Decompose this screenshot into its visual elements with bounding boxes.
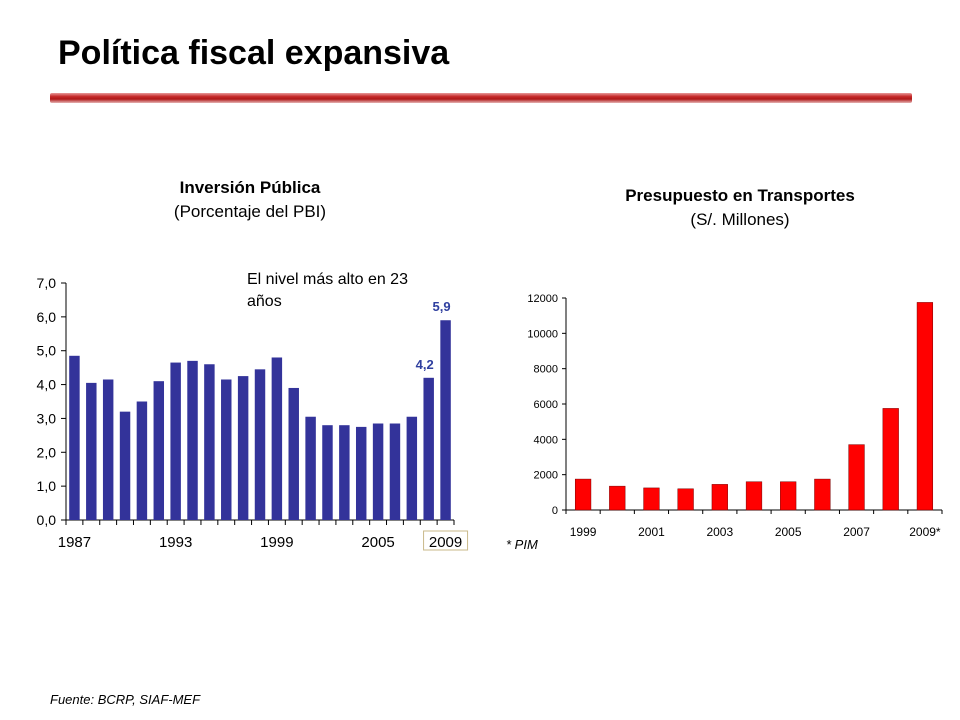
transportes-bar-2000 <box>609 485 626 511</box>
transportes-x-tick-label: 2003 <box>706 525 733 539</box>
inversion-y-tick-label: 0,0 <box>37 512 57 528</box>
inversion-bar-2004 <box>355 426 367 520</box>
inversion-bar-2001 <box>305 416 316 520</box>
inversion-bar-2002 <box>322 425 333 520</box>
inversion-x-label-box <box>423 530 469 551</box>
inversion-y-tick-label: 2,0 <box>37 444 57 460</box>
transportes-y-tick-label: 2000 <box>534 470 558 482</box>
transportes-x-tick-label: 2007 <box>843 525 870 539</box>
inversion-x-tick-label: 1987 <box>58 534 91 551</box>
transportes-y-tick-label: 0 <box>552 505 558 517</box>
inversion-y-tick-label: 6,0 <box>37 309 57 325</box>
transportes-bar-2007 <box>848 444 865 511</box>
inversion-bar-1992 <box>153 381 165 520</box>
slide-title: Política fiscal expansiva <box>58 34 450 72</box>
inversion-bar-2009 <box>440 320 451 520</box>
inversion-y-tick-label: 7,0 <box>37 275 57 291</box>
transportes-x-tick-label: 2009* <box>909 525 941 539</box>
inversion-bar-2008 <box>423 377 434 520</box>
inversion-annotation: El nivel más alto en 23 años <box>247 271 408 310</box>
transportes-x-tick-label: 2005 <box>775 525 802 539</box>
transportes-bar-1999 <box>574 478 592 511</box>
inversion-bar-1999 <box>271 357 283 520</box>
inversion-bar-1996 <box>221 379 232 520</box>
transportes-y-tick-label: 8000 <box>534 364 558 376</box>
inversion-bar-1987 <box>69 355 80 520</box>
transportes-chart-title: Presupuesto en Transportes <box>625 186 855 205</box>
inversion-y-tick-label: 3,0 <box>37 410 57 426</box>
inversion-bar-1990 <box>119 411 131 520</box>
inversion-bar-2007 <box>406 416 418 520</box>
transportes-chart-heading: Presupuesto en Transportes (S/. Millones… <box>580 184 900 232</box>
transportes-bar-2009 <box>916 302 934 511</box>
inversion-y-tick-label: 5,0 <box>37 343 57 359</box>
transportes-y-tick-label: 12000 <box>527 293 558 305</box>
inversion-bar-1989 <box>102 379 114 520</box>
transportes-bar-2008 <box>882 408 899 511</box>
transportes-y-tick-label: 10000 <box>527 328 558 340</box>
inversion-bar-1997 <box>237 376 249 520</box>
inversion-data-label: 4,2 <box>416 357 434 372</box>
inversion-bar-1995 <box>204 364 215 520</box>
inversion-bar-2000 <box>288 387 299 520</box>
inversion-bar-1993 <box>170 362 181 520</box>
source-note: Fuente: BCRP, SIAF-MEF <box>50 692 201 707</box>
transportes-chart-subtitle: (S/. Millones) <box>690 210 790 229</box>
inversion-x-tick-label: 1993 <box>159 534 192 551</box>
transportes-y-tick-label: 6000 <box>534 399 558 411</box>
pim-footnote: * PIM <box>506 537 538 552</box>
transportes-x-tick-label: 2001 <box>638 525 665 539</box>
inversion-bar-1994 <box>187 360 198 520</box>
transportes-bar-2001 <box>643 487 660 511</box>
transportes-bar-2002 <box>677 488 694 511</box>
inversion-y-tick-label: 4,0 <box>37 377 57 393</box>
inversion-data-label: 5,9 <box>433 299 451 314</box>
inversion-bar-2006 <box>389 423 401 520</box>
transportes-bar-2006 <box>814 478 831 511</box>
inversion-x-tick-label: 2009 <box>429 534 462 551</box>
transportes-bar-2003 <box>711 484 728 511</box>
transportes-y-tick-label: 4000 <box>534 434 558 446</box>
transportes-bar-2004 <box>745 481 763 511</box>
inversion-bar-2003 <box>339 425 350 520</box>
title-divider <box>50 93 912 103</box>
inversion-bar-1988 <box>86 382 97 520</box>
inversion-bar-1998 <box>254 369 266 520</box>
inversion-chart-subtitle: (Porcentaje del PBI) <box>173 202 327 221</box>
inversion-x-tick-label: 2005 <box>361 534 394 551</box>
inversion-x-tick-label: 1999 <box>260 534 293 551</box>
inversion-chart-title: Inversión Pública <box>179 178 321 197</box>
transportes-bar-2005 <box>780 481 797 511</box>
inversion-y-tick-label: 1,0 <box>37 478 57 494</box>
inversion-bar-2005 <box>372 423 384 520</box>
transportes-x-tick-label: 1999 <box>570 525 597 539</box>
inversion-bar-1991 <box>136 401 148 520</box>
inversion-chart-heading: Inversión Pública (Porcentaje del PBI) <box>120 176 380 224</box>
